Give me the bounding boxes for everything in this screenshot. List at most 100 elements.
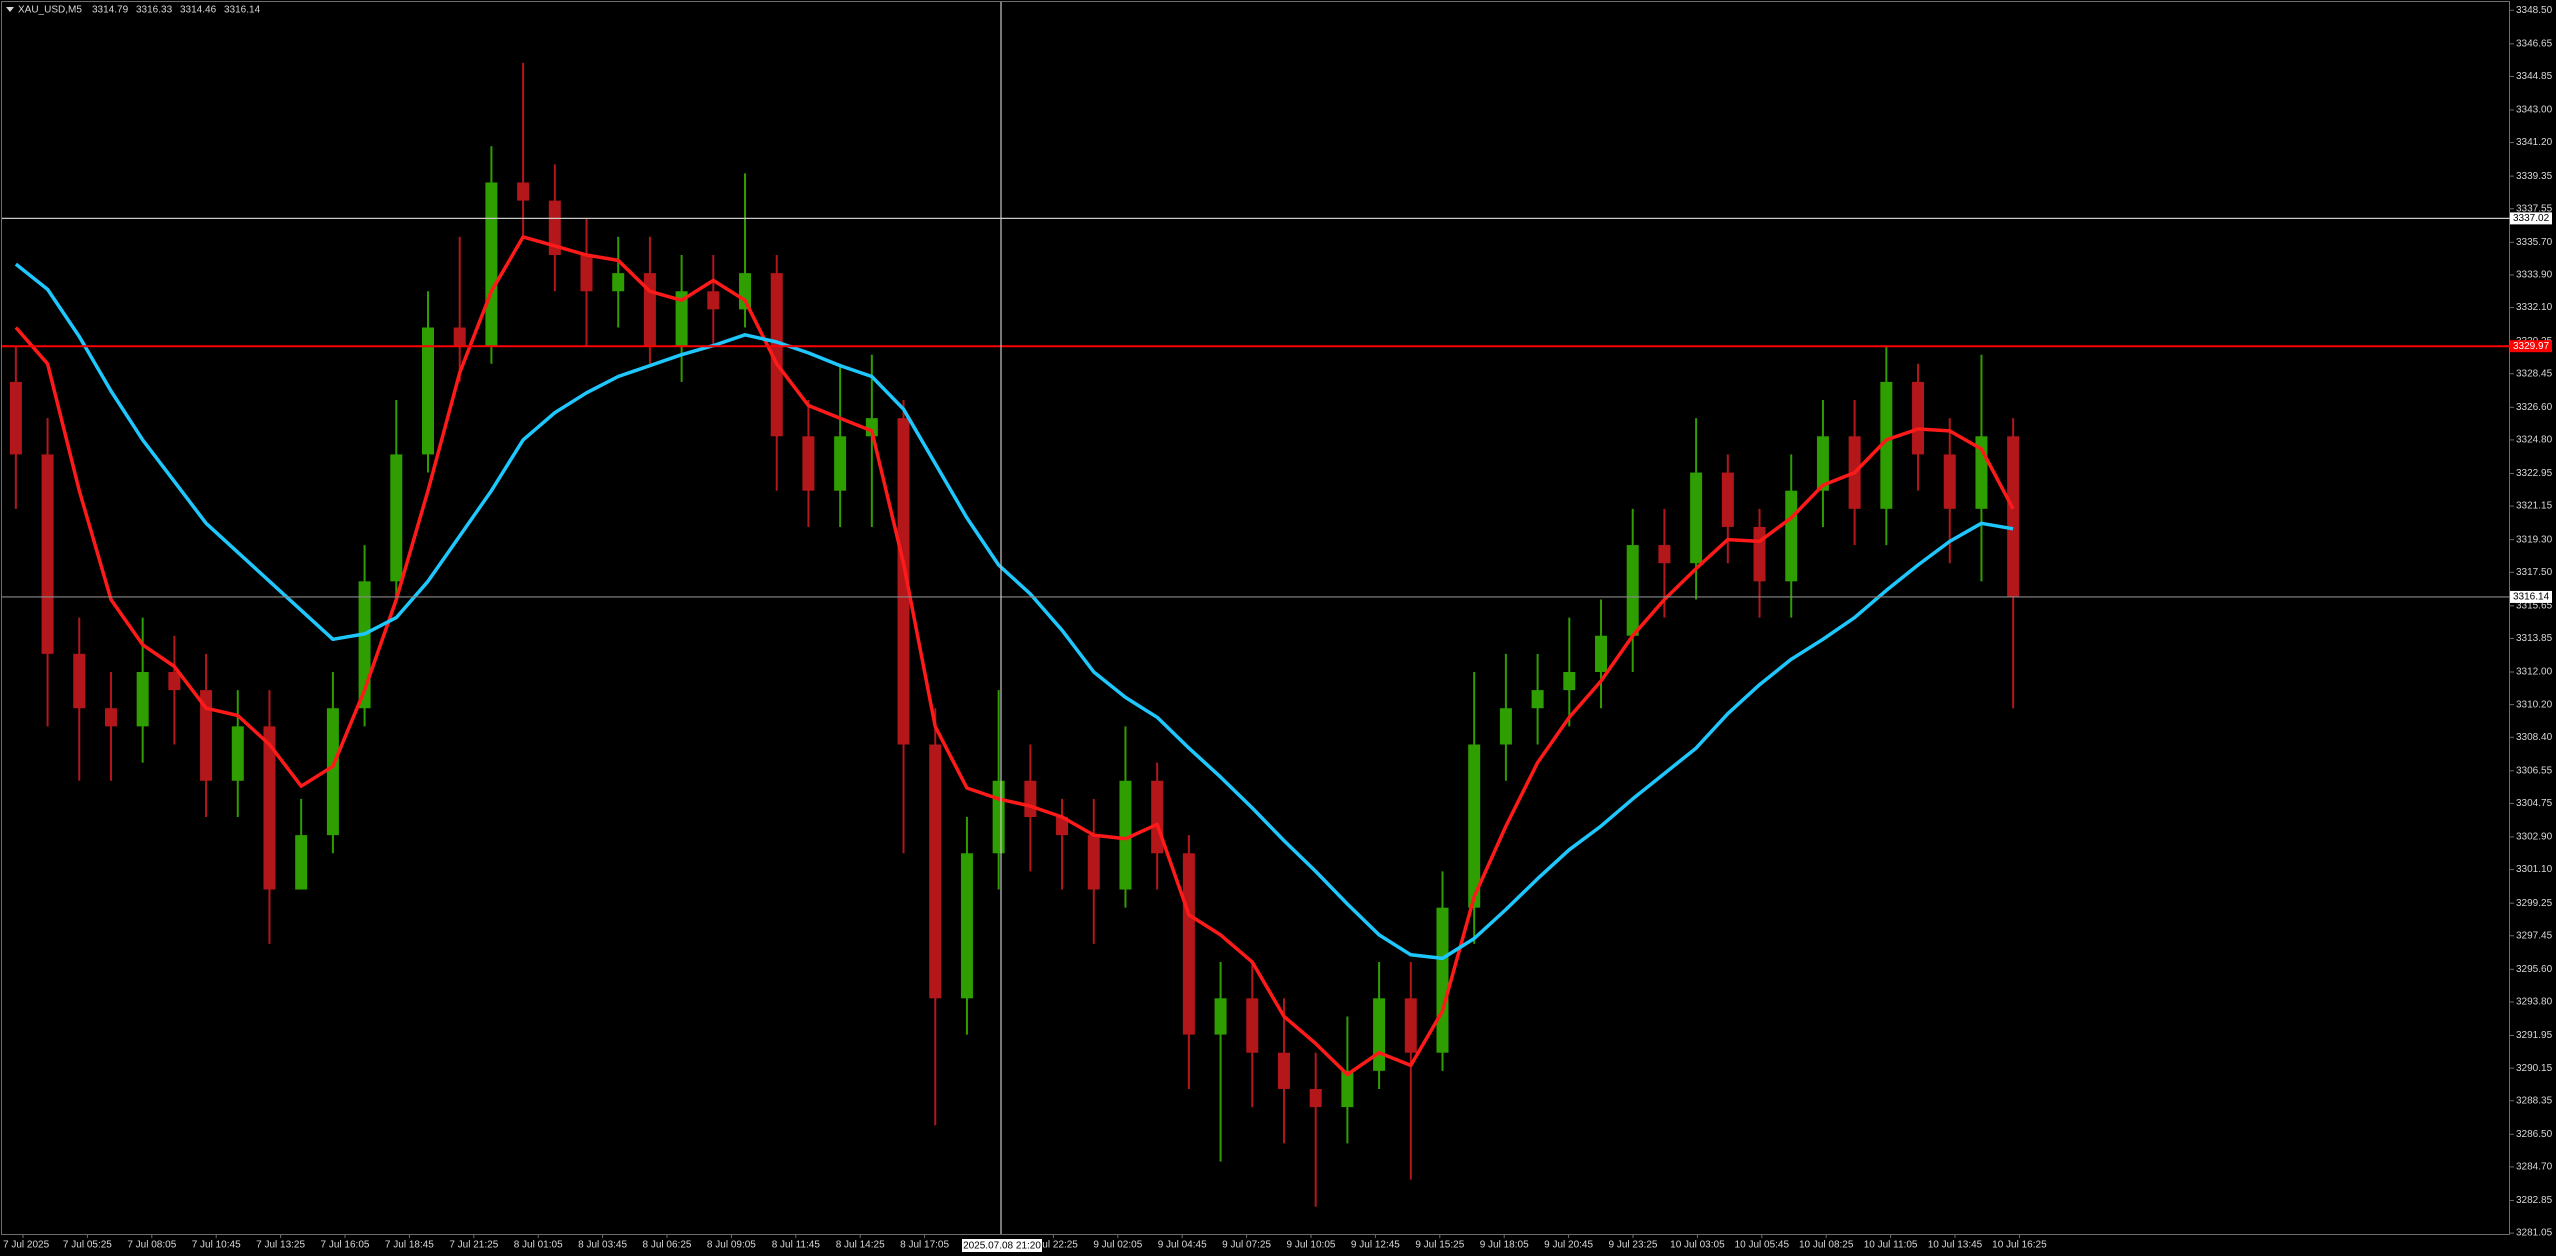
x-tick-label: 9 Jul 23:25 xyxy=(1609,1240,1658,1251)
moving-average xyxy=(14,262,2014,961)
candle-body xyxy=(1816,436,1829,491)
candle-body xyxy=(1531,690,1544,709)
y-tick-label: 3333.90 xyxy=(2516,270,2553,281)
y-tick-label: 3315.65 xyxy=(2516,600,2553,611)
y-tick-label: 3337.55 xyxy=(2516,203,2553,214)
candle-body xyxy=(168,671,181,691)
y-tick-label: 3310.20 xyxy=(2516,699,2553,710)
y-tick-label: 3299.25 xyxy=(2516,898,2553,909)
candle-body xyxy=(1309,1088,1322,1108)
candle-body xyxy=(643,273,656,346)
y-tick-label: 3304.75 xyxy=(2516,798,2553,809)
candle-body xyxy=(295,835,308,890)
candle-body xyxy=(263,726,276,890)
y-tick-label: 3282.85 xyxy=(2516,1195,2553,1206)
y-tick-label: 3344.85 xyxy=(2516,71,2553,82)
y-tick-label: 3297.45 xyxy=(2516,930,2553,941)
x-tick-label: 7 Jul 10:45 xyxy=(192,1240,241,1251)
x-tick-label: 8 Jul 03:45 xyxy=(578,1240,627,1251)
x-tick-label: 9 Jul 15:25 xyxy=(1415,1240,1464,1251)
candle-body xyxy=(1024,780,1037,818)
x-tick-label: 8 Jul 22:25 xyxy=(1029,1240,1078,1251)
y-tick-label: 3284.70 xyxy=(2516,1162,2553,1173)
y-tick-label: 3312.00 xyxy=(2516,667,2553,678)
y-tick-label: 3326.60 xyxy=(2516,402,2553,413)
y-tick-label: 3321.15 xyxy=(2516,501,2553,512)
candle-body xyxy=(707,291,720,310)
y-tick-label: 3335.70 xyxy=(2516,237,2553,248)
candle-body xyxy=(1563,671,1576,691)
x-tick-label: 7 Jul 13:25 xyxy=(256,1240,305,1251)
candle-body xyxy=(517,182,530,201)
candle-body xyxy=(1753,526,1766,582)
candle-body xyxy=(675,291,688,346)
x-tick-label: 9 Jul 02:05 xyxy=(1093,1240,1142,1251)
candle-body xyxy=(1912,381,1925,455)
candle-body xyxy=(390,454,403,582)
candle-body xyxy=(1785,490,1798,582)
candle-body xyxy=(1880,381,1893,509)
candle-body xyxy=(1943,454,1956,509)
level-label: 3329.97 xyxy=(2513,341,2550,352)
candle-body xyxy=(231,726,244,781)
x-tick-label: 10 Jul 16:25 xyxy=(1992,1240,2047,1251)
x-tick-label: 9 Jul 07:25 xyxy=(1222,1240,1271,1251)
level-label-box xyxy=(2510,590,2552,603)
candle-body xyxy=(200,690,213,781)
y-tick-label: 3293.80 xyxy=(2516,997,2553,1008)
candle-body xyxy=(1087,835,1100,890)
y-tick-label: 3286.50 xyxy=(2516,1129,2553,1140)
candle-body xyxy=(1404,998,1417,1053)
y-tick-label: 3295.60 xyxy=(2516,964,2553,975)
y-tick-label: 3319.30 xyxy=(2516,534,2553,545)
x-tick-label: 8 Jul 01:05 xyxy=(514,1240,563,1251)
plot-frame xyxy=(1,1,2510,1235)
candle-body xyxy=(1721,472,1734,527)
candle-body xyxy=(421,327,434,455)
candle-body xyxy=(73,653,86,709)
ohlc-value: 3314.79 xyxy=(92,5,129,16)
y-tick-label: 3291.95 xyxy=(2516,1030,2553,1041)
y-tick-label: 3328.45 xyxy=(2516,368,2553,379)
y-tick-label: 3324.80 xyxy=(2516,435,2553,446)
x-tick-label: 8 Jul 17:05 xyxy=(900,1240,949,1251)
candle-body xyxy=(1119,780,1132,890)
x-tick-label: 7 Jul 21:25 xyxy=(449,1240,498,1251)
candle-body xyxy=(1277,1052,1290,1089)
ohlc-value: 3316.14 xyxy=(224,5,261,16)
x-tick-label: 9 Jul 10:05 xyxy=(1287,1240,1336,1251)
level-label: 3316.14 xyxy=(2513,592,2550,603)
y-tick-label: 3313.85 xyxy=(2516,633,2553,644)
candle-body xyxy=(1182,853,1195,1035)
candle-body xyxy=(897,418,910,745)
x-tick-label: 10 Jul 05:45 xyxy=(1735,1240,1790,1251)
candle-body xyxy=(580,255,593,292)
x-tick-label: 8 Jul 06:25 xyxy=(643,1240,692,1251)
y-tick-label: 3290.15 xyxy=(2516,1063,2553,1074)
x-tick-label: 10 Jul 08:25 xyxy=(1799,1240,1854,1251)
candle-body xyxy=(41,454,54,654)
candle-body xyxy=(929,744,942,999)
y-tick-label: 3288.35 xyxy=(2516,1095,2553,1106)
x-tick-label: 7 Jul 16:05 xyxy=(321,1240,370,1251)
ohlc-value: 3316.33 xyxy=(136,5,173,16)
candle-body xyxy=(834,436,847,491)
candle-body xyxy=(2007,436,2020,597)
y-tick-label: 3317.50 xyxy=(2516,567,2553,578)
crosshair-label: 2025.07.08 21:20 xyxy=(963,1241,1041,1252)
candle-body xyxy=(1658,545,1671,564)
menu-arrow[interactable] xyxy=(6,7,14,12)
ohlc-value: 3314.46 xyxy=(180,5,217,16)
candle-body xyxy=(1626,545,1639,636)
crosshair-label-box xyxy=(962,1239,1042,1252)
candle-body xyxy=(326,708,339,836)
candle-body xyxy=(1468,744,1481,908)
y-tick-label: 3341.20 xyxy=(2516,137,2553,148)
y-tick-label: 3348.50 xyxy=(2516,5,2553,16)
candle-body xyxy=(136,671,149,727)
y-tick-label: 3322.95 xyxy=(2516,468,2553,479)
y-tick-label: 3302.90 xyxy=(2516,832,2553,843)
candle-body xyxy=(1373,998,1386,1071)
